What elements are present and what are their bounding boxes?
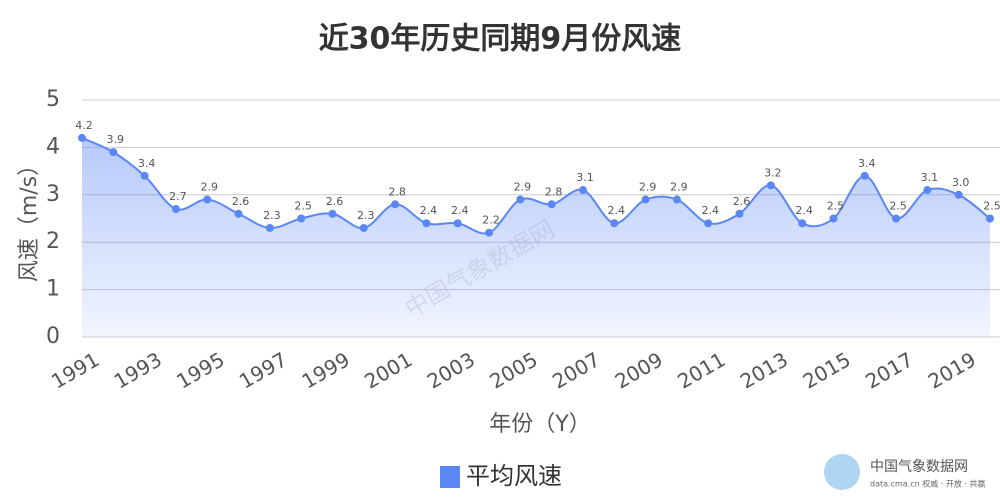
x-tick-label: 2013 [736, 347, 792, 393]
data-label: 2.8 [545, 185, 563, 198]
data-label: 2.4 [795, 204, 813, 217]
data-label: 3.9 [107, 133, 125, 146]
data-label: 2.8 [388, 185, 406, 198]
x-tick-label: 1995 [172, 347, 228, 393]
data-point [485, 228, 494, 237]
x-tick-label: 1991 [47, 347, 103, 393]
data-label: 2.9 [514, 181, 532, 194]
data-label: 2.5 [827, 200, 845, 213]
data-label: 2.4 [701, 204, 719, 217]
x-tick-label: 2005 [486, 347, 542, 393]
x-tick-label: 2011 [673, 347, 729, 393]
legend-label: 平均风速 [466, 462, 562, 490]
data-point [140, 171, 149, 180]
data-point [641, 195, 650, 204]
data-point [234, 209, 243, 218]
data-point [766, 181, 775, 190]
data-point [109, 148, 118, 157]
logo-text: 中国气象数据网 [870, 459, 968, 475]
data-label: 3.1 [576, 171, 594, 184]
x-tick-label: 2009 [611, 347, 667, 393]
data-point [297, 214, 306, 223]
data-point [328, 209, 337, 218]
data-point [672, 195, 681, 204]
legend-swatch [440, 466, 460, 488]
data-point [516, 195, 525, 204]
data-point [359, 223, 368, 232]
data-label: 2.5 [294, 200, 312, 213]
logo-subtext: data.cma.cn 权威 · 开放 · 共赢 [870, 479, 985, 489]
data-label: 2.4 [420, 204, 438, 217]
data-label: 2.5 [889, 200, 907, 213]
y-tick-label: 4 [46, 134, 60, 159]
data-label: 2.4 [608, 204, 626, 217]
chart-title: 近30年历史同期9月份风速 [319, 22, 682, 57]
logo-icon [824, 454, 860, 490]
data-point [986, 214, 994, 223]
y-tick-label: 1 [46, 277, 60, 302]
data-label: 2.6 [326, 195, 344, 208]
data-label: 3.4 [858, 157, 876, 170]
x-tick-label: 1999 [298, 347, 354, 393]
data-label: 3.0 [952, 176, 970, 189]
data-point [735, 209, 744, 218]
y-tick-label: 3 [46, 182, 60, 207]
x-tick-label: 2003 [423, 347, 479, 393]
y-tick-label: 0 [46, 324, 60, 349]
data-label: 2.6 [232, 195, 250, 208]
x-tick-label: 2001 [360, 347, 416, 393]
data-point [798, 219, 807, 228]
data-point [704, 219, 713, 228]
data-point [578, 186, 587, 195]
data-label: 3.4 [138, 157, 156, 170]
data-point [954, 190, 963, 199]
data-label: 3.2 [764, 166, 782, 179]
data-label: 2.9 [670, 181, 688, 194]
data-label: 2.3 [263, 209, 281, 222]
data-point [829, 214, 838, 223]
data-point [203, 195, 212, 204]
data-label: 2.3 [357, 209, 375, 222]
data-label: 2.2 [482, 214, 500, 227]
data-label: 2.5 [983, 200, 1000, 213]
data-point [923, 186, 932, 195]
data-label: 2.6 [733, 195, 751, 208]
data-point [860, 171, 869, 180]
data-point [453, 219, 462, 228]
data-label: 3.1 [921, 171, 939, 184]
data-point [171, 205, 180, 214]
area [82, 137, 990, 337]
x-tick-label: 1993 [110, 347, 166, 393]
data-label: 2.9 [639, 181, 657, 194]
data-point [391, 200, 400, 209]
y-tick-label: 2 [46, 229, 60, 254]
data-label: 2.7 [169, 190, 187, 203]
data-point [610, 219, 619, 228]
x-tick-label: 2019 [924, 347, 980, 393]
x-tick-label: 2007 [548, 347, 604, 393]
data-label: 4.2 [75, 119, 93, 132]
x-axis-label: 年份（Y） [489, 412, 590, 437]
y-axis-label: 风速（m/s） [17, 154, 42, 282]
data-point [422, 219, 431, 228]
y-tick-label: 5 [46, 87, 60, 112]
data-point [265, 223, 274, 232]
x-tick-label: 2015 [799, 347, 855, 393]
data-point [78, 133, 86, 142]
data-label: 2.9 [200, 181, 218, 194]
data-point [892, 214, 901, 223]
data-label: 2.4 [451, 204, 469, 217]
data-point [547, 200, 556, 209]
x-tick-label: 2017 [861, 347, 917, 393]
x-tick-label: 1997 [235, 347, 291, 393]
